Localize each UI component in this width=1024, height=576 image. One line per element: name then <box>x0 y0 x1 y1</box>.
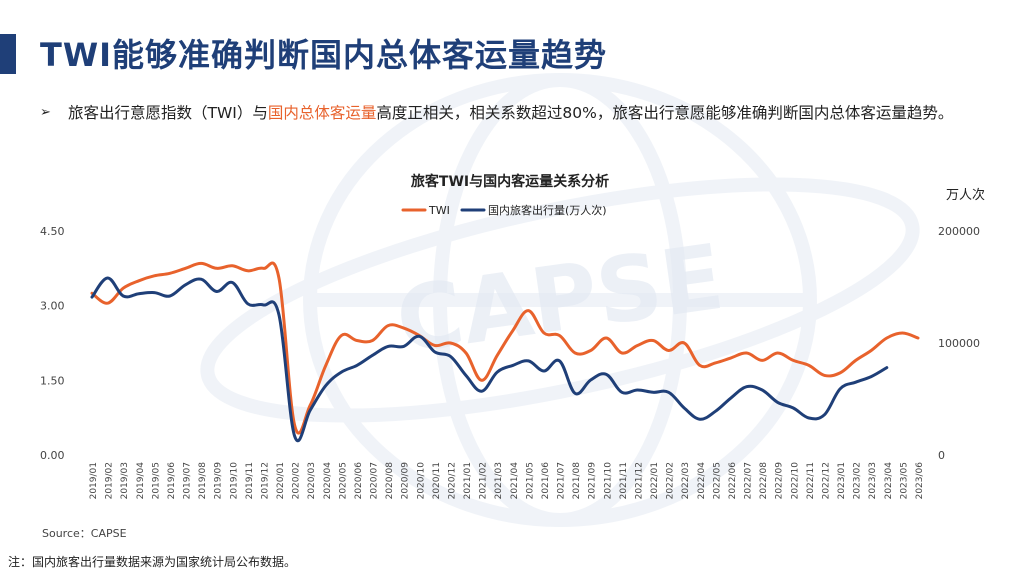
x-tick-label: 2020/10 <box>416 462 426 500</box>
legend-label-twi: TWI <box>428 204 450 217</box>
x-tick-label: 2020/01 <box>276 462 286 499</box>
legend-label-passengers: 国内旅客出行量(万人次) <box>488 203 607 217</box>
x-tick-label: 2021/02 <box>479 462 489 499</box>
right-axis-unit: 万人次 <box>946 187 985 203</box>
x-tick-label: 2019/12 <box>260 462 270 499</box>
x-tick-label: 2021/11 <box>619 462 629 499</box>
right-tick-label: 0 <box>938 449 945 462</box>
series-lines <box>90 261 920 442</box>
summary-text: 旅客出行意愿指数（TWI）与国内总体客运量高度正相关，相关系数超过80%，旅客出… <box>68 99 970 127</box>
x-tick-label: 2019/05 <box>151 462 161 499</box>
x-tick-label: 2019/10 <box>229 462 239 500</box>
x-tick-label: 2021/07 <box>557 462 567 499</box>
x-tick-label: 2020/07 <box>370 462 380 499</box>
x-tick-label: 2021/09 <box>588 462 598 500</box>
arrow-bullet-icon: ➢ <box>40 105 51 120</box>
x-axis: 2019/01 2019/02 2019/03 2019/04 2019/05 2019/… <box>89 462 925 500</box>
x-tick-label: 2019/11 <box>245 462 255 499</box>
x-tick-label: 2020/09 <box>401 462 411 500</box>
x-tick-label: 2022/08 <box>759 462 769 500</box>
x-tick-label: 2021/04 <box>510 462 520 500</box>
x-tick-label: 2022/11 <box>806 462 816 499</box>
x-tick-label: 2021/10 <box>603 462 613 500</box>
x-tick-label: 2022/01 <box>650 462 660 499</box>
x-tick-label: 2019/01 <box>89 462 99 499</box>
x-tick-label: 2021/12 <box>634 462 644 499</box>
x-tick-label: 2020/04 <box>323 462 333 500</box>
x-tick-label: 2021/05 <box>525 462 535 499</box>
x-tick-label: 2019/09 <box>214 462 224 500</box>
x-tick-label: 2023/04 <box>884 462 894 500</box>
x-tick-label: 2023/03 <box>868 462 878 499</box>
x-tick-label: 2023/01 <box>837 462 847 499</box>
x-tick-label: 2023/02 <box>853 462 863 499</box>
chart-title: 旅客TWI与国内客运量关系分析 <box>411 173 609 190</box>
x-tick-label: 2020/12 <box>447 462 457 499</box>
right-tick-label: 100000 <box>938 337 980 350</box>
chart-legend: TWI 国内旅客出行量(万人次) <box>401 203 607 217</box>
x-tick-label: 2021/03 <box>494 462 504 499</box>
right-tick-label: 200000 <box>938 225 980 238</box>
left-tick-label: 3.00 <box>40 300 65 313</box>
source-label: Source：CAPSE <box>42 527 127 540</box>
x-tick-label: 2019/06 <box>167 462 177 500</box>
x-tick-label: 2020/08 <box>385 462 395 500</box>
title-accent-bar <box>0 34 16 74</box>
x-tick-label: 2023/05 <box>899 462 909 499</box>
x-tick-label: 2020/11 <box>432 462 442 499</box>
page-title: TWI能够准确判断国内总体客运量趋势 <box>40 36 608 74</box>
footnote: 注：国内旅客出行量数据来源为国家统计局公布数据。 <box>8 555 297 569</box>
summary-bullet: ➢ 旅客出行意愿指数（TWI）与国内总体客运量高度正相关，相关系数超过80%，旅… <box>40 99 970 127</box>
x-tick-label: 2019/07 <box>183 462 193 499</box>
x-tick-label: 2020/05 <box>338 462 348 499</box>
x-tick-label: 2022/02 <box>666 462 676 499</box>
x-tick-label: 2021/08 <box>572 462 582 500</box>
x-tick-label: 2021/01 <box>463 462 473 499</box>
x-tick-label: 2022/04 <box>697 462 707 500</box>
x-tick-label: 2020/06 <box>354 462 364 500</box>
x-tick-label: 2022/12 <box>821 462 831 499</box>
x-tick-label: 2022/09 <box>775 462 785 500</box>
left-axis: 0.00 1.50 3.00 4.50 <box>40 225 65 462</box>
x-tick-label: 2022/10 <box>790 462 800 500</box>
x-tick-label: 2019/03 <box>120 462 130 499</box>
series-line-twi <box>90 261 920 435</box>
left-tick-label: 4.50 <box>40 225 65 238</box>
x-tick-label: 2023/06 <box>915 462 925 500</box>
x-tick-label: 2021/06 <box>541 462 551 500</box>
x-tick-label: 2020/02 <box>292 462 302 499</box>
series-line-passengers <box>90 276 889 442</box>
x-tick-label: 2019/04 <box>136 462 146 500</box>
left-tick-label: 0.00 <box>40 449 65 462</box>
x-tick-label: 2020/03 <box>307 462 317 499</box>
right-axis: 0 100000 200000 <box>938 225 980 462</box>
summary-text-before: 旅客出行意愿指数（TWI）与 <box>68 104 268 122</box>
left-tick-label: 1.50 <box>40 374 65 387</box>
x-tick-label: 2022/05 <box>712 462 722 499</box>
summary-highlight: 国内总体客运量 <box>267 104 377 122</box>
x-tick-label: 2022/06 <box>728 462 738 500</box>
x-tick-label: 2022/07 <box>744 462 754 499</box>
x-tick-label: 2019/02 <box>105 462 115 499</box>
summary-text-after: 高度正相关，相关系数超过80%，旅客出行意愿能够准确判断国内总体客运量趋势。 <box>376 104 954 122</box>
x-tick-label: 2022/03 <box>681 462 691 499</box>
x-tick-label: 2019/08 <box>198 462 208 500</box>
